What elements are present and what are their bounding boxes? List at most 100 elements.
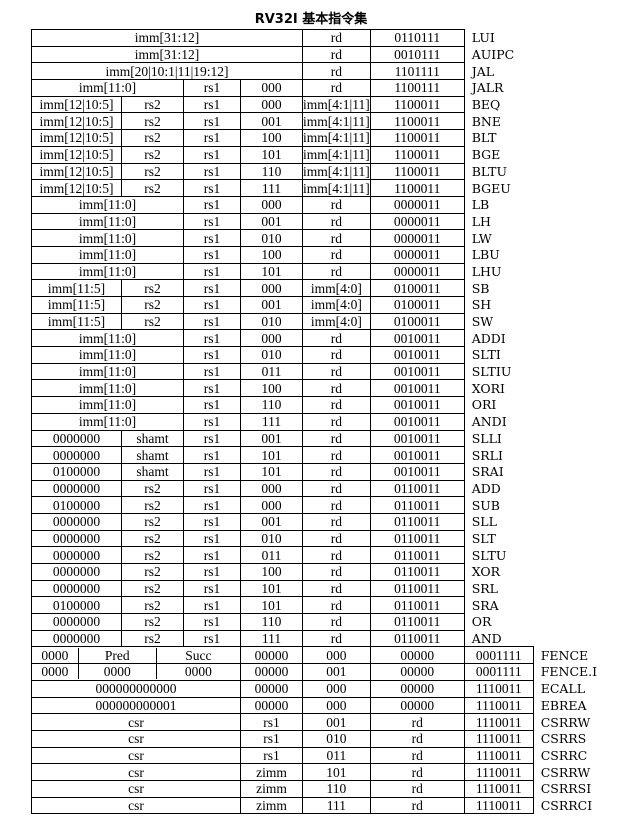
opcode-cell: 0010011 <box>369 346 465 364</box>
field-cell: 00000 <box>369 679 465 698</box>
field-cell: imm[12|10:5] <box>31 129 122 147</box>
field-cell: rs1 <box>183 479 241 498</box>
mnemonic-label: SLLI <box>471 430 502 446</box>
opcode-cell: 0100011 <box>369 296 465 314</box>
mnemonic-label: CSRRW <box>540 764 591 780</box>
field-cell: imm[4:1|11] <box>302 112 371 131</box>
opcode-cell: 0000011 <box>369 229 465 247</box>
field-cell: 101 <box>302 763 371 781</box>
field-cell: rs1 <box>240 729 303 748</box>
field-cell: rd <box>369 713 465 731</box>
instruction-row: imm[12|10:5] rs2 rs1 101 imm[4:1|11] 1100011 B… <box>31 145 614 164</box>
field-cell: imm[11:5] <box>31 296 122 314</box>
field-cell: rd <box>302 29 371 47</box>
opcode-cell: 1110011 <box>463 746 534 765</box>
field-cell: rs1 <box>183 379 241 398</box>
field-cell: rs2 <box>121 479 184 498</box>
field-cell: 000000000000 <box>31 679 241 698</box>
field-cell: 0000000 <box>31 579 122 598</box>
field-cell: rs1 <box>183 496 241 514</box>
instruction-row: imm[11:5] rs2 rs1 000 imm[4:0] 0100011 SB <box>31 279 614 297</box>
field-cell: rs2 <box>121 112 184 131</box>
field-cell: 00000 <box>369 646 465 665</box>
field-cell: rs1 <box>183 362 241 381</box>
instruction-row: 000000000000 00000 000 00000 1110011 ECALL <box>31 679 614 698</box>
field-cell: 000000000001 <box>31 696 241 715</box>
opcode-cell: 0000011 <box>369 262 465 281</box>
opcode-cell: 0010011 <box>369 429 465 448</box>
field-cell: rs2 <box>121 312 184 331</box>
field-cell: 111 <box>302 796 371 815</box>
field-cell: 0000 <box>184 664 212 680</box>
field-cell: rs1 <box>183 596 241 615</box>
field-cell: rs1 <box>183 412 241 431</box>
field-cell: rs1 <box>183 462 241 481</box>
field-cell: imm[11:0] <box>31 379 184 398</box>
field-cell: rs1 <box>240 746 303 765</box>
instruction-row: imm[11:5] rs2 rs1 010 imm[4:0] 0100011 SW <box>31 312 614 331</box>
field-cell: shamt <box>121 462 184 481</box>
opcode-cell: 0010111 <box>369 45 465 64</box>
field-cell: rd <box>302 212 371 231</box>
field-cell: rd <box>302 429 371 448</box>
instruction-row: imm[12|10:5] rs2 rs1 001 imm[4:1|11] 1100011 B… <box>31 112 614 131</box>
field-cell: rd <box>302 613 371 631</box>
field-cell: rs1 <box>183 446 241 464</box>
mnemonic-label: ADD <box>471 480 501 496</box>
mnemonic-label: ORI <box>471 397 497 413</box>
opcode-cell: 0010011 <box>369 379 465 398</box>
field-cell: rs2 <box>121 129 184 147</box>
mnemonic-label: AND <box>471 630 502 646</box>
field-cell: rd <box>369 779 465 798</box>
opcode-cell: 0010011 <box>369 462 465 481</box>
opcode-cell: 1110011 <box>463 679 534 698</box>
field-cell: rs1 <box>183 262 241 281</box>
instruction-row: imm[12|10:5] rs2 rs1 111 imm[4:1|11] 1100011 B… <box>31 179 614 197</box>
field-cell: 100 <box>240 379 303 398</box>
field-cell: Pred <box>78 647 157 663</box>
field-cell: 011 <box>302 746 371 765</box>
field-cell: imm[11:0] <box>31 79 184 97</box>
field-cell: rd <box>369 763 465 781</box>
mnemonic-label: SRL <box>471 581 498 597</box>
opcode-cell: 0010011 <box>369 362 465 381</box>
field-cell: 0000000 <box>31 479 122 498</box>
field-cell: imm[11:0] <box>31 362 184 381</box>
field-cell: csr <box>31 779 241 798</box>
field-cell: 000 <box>240 479 303 498</box>
field-cell: imm[11:0] <box>31 212 184 231</box>
field-cell: csr <box>31 713 241 731</box>
instruction-row: imm[31:12] rd 0010111 AUIPC <box>31 45 614 64</box>
instruction-row: imm[12|10:5] rs2 rs1 100 imm[4:1|11] 1100011 B… <box>31 129 614 147</box>
field-cell: 111 <box>240 412 303 431</box>
field-cell: 010 <box>240 312 303 331</box>
field-cell: rs1 <box>183 629 241 648</box>
opcode-cell: 0010011 <box>369 396 465 414</box>
field-cell: imm[4:1|11] <box>302 179 371 197</box>
field-cell: csr <box>31 796 241 815</box>
field-cell: rs2 <box>121 546 184 564</box>
field-cell: 00000 <box>369 696 465 715</box>
field-cell: 000 <box>302 679 371 698</box>
field-cell: rs1 <box>183 296 241 314</box>
instruction-row: imm[31:12] rd 0110111 LUI <box>31 29 614 47</box>
field-cell: shamt <box>121 429 184 448</box>
field-cell: imm[11:0] <box>31 329 184 348</box>
field-cell: imm[20|10:1|11|19:12] <box>31 62 303 81</box>
field-cell: 101 <box>240 462 303 481</box>
page-title: RV32I 基本指令集 <box>254 12 368 27</box>
field-cell: 101 <box>240 446 303 464</box>
field-cell: 110 <box>240 613 303 631</box>
mnemonic-label: LW <box>471 230 492 246</box>
